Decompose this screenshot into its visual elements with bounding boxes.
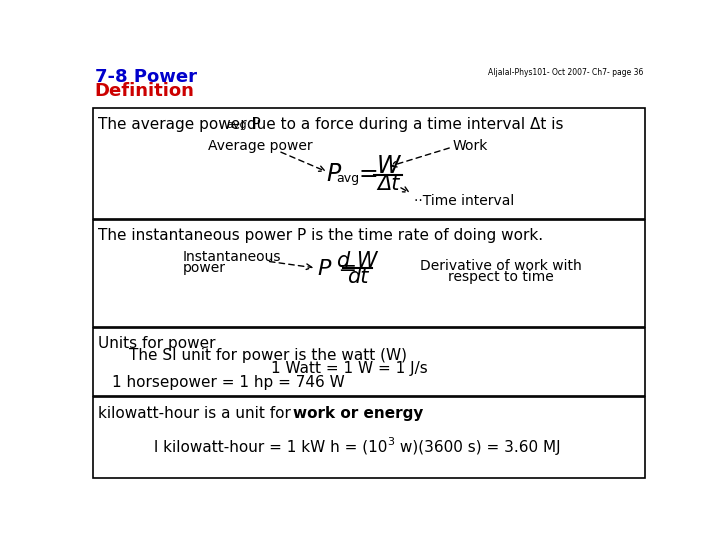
- Text: d W: d W: [337, 251, 377, 271]
- Text: ··Time interval: ··Time interval: [414, 194, 514, 208]
- Text: kilowatt-hour is a unit for: kilowatt-hour is a unit for: [98, 406, 295, 421]
- Text: Aljalal-Phys101- Oct 2007- Ch7- page 36: Aljalal-Phys101- Oct 2007- Ch7- page 36: [488, 68, 644, 77]
- Bar: [93, 108, 645, 219]
- Text: =: =: [358, 162, 378, 186]
- Text: The average power P: The average power P: [98, 117, 261, 132]
- Text: due to a force during a time interval Δt is: due to a force during a time interval Δt…: [242, 117, 563, 132]
- Text: dt: dt: [347, 267, 368, 287]
- Text: avg: avg: [336, 172, 359, 185]
- Text: The instantaneous power P is the time rate of doing work.: The instantaneous power P is the time ra…: [98, 228, 543, 243]
- Text: avg: avg: [226, 120, 247, 130]
- Text: power: power: [183, 261, 226, 275]
- Bar: [93, 220, 645, 327]
- Text: l kilowatt-hour = 1 kW h = (10: l kilowatt-hour = 1 kW h = (10: [153, 440, 387, 455]
- Text: P =: P =: [318, 259, 357, 279]
- Text: Work: Work: [453, 139, 488, 153]
- Text: Instantaneous: Instantaneous: [183, 249, 282, 264]
- Text: 1 horsepower = 1 hp = 746 W: 1 horsepower = 1 hp = 746 W: [112, 375, 344, 390]
- Text: Units for power: Units for power: [98, 336, 215, 351]
- Text: Definition: Definition: [94, 82, 194, 100]
- Text: Average power: Average power: [208, 139, 312, 153]
- Text: w)(3600 s) = 3.60 MJ: w)(3600 s) = 3.60 MJ: [395, 440, 560, 455]
- Text: W: W: [377, 154, 400, 178]
- Bar: [93, 397, 645, 478]
- Text: 7-8 Power: 7-8 Power: [94, 68, 197, 86]
- Text: respect to time: respect to time: [448, 271, 554, 285]
- Bar: [93, 328, 645, 396]
- Text: work or energy: work or energy: [293, 406, 423, 421]
- Text: The SI unit for power is the watt (W): The SI unit for power is the watt (W): [129, 348, 407, 363]
- Text: 3: 3: [387, 437, 395, 447]
- Text: 1 Watt = 1 W = 1 J/s: 1 Watt = 1 W = 1 J/s: [271, 361, 428, 376]
- Text: Δt: Δt: [377, 174, 400, 194]
- Text: Derivative of work with: Derivative of work with: [420, 259, 582, 273]
- Text: P: P: [326, 162, 341, 186]
